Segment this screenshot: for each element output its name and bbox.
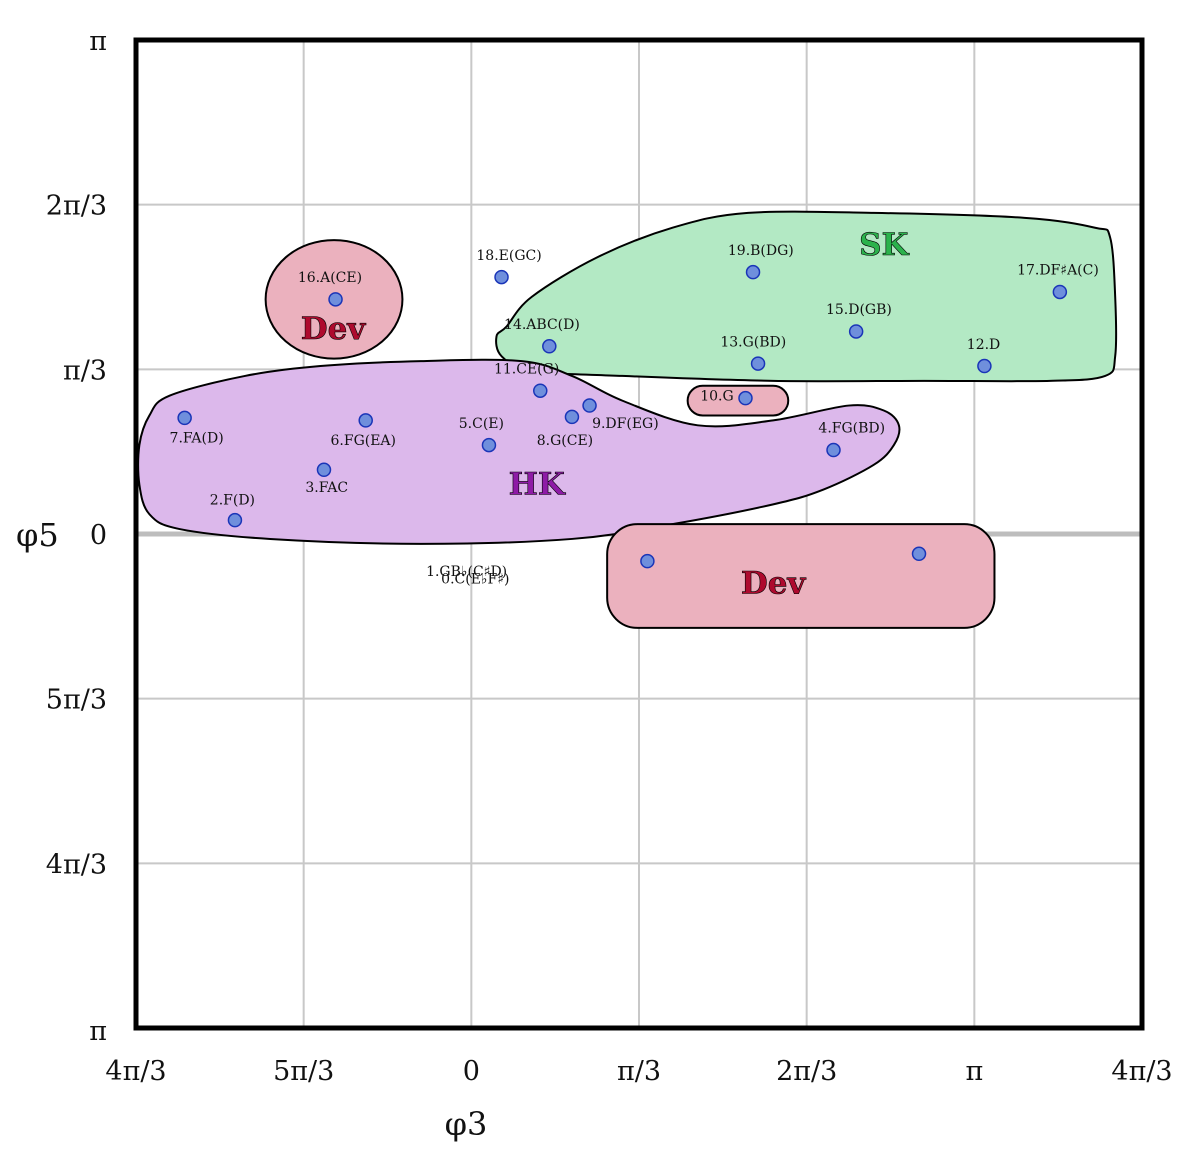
- data-point: [358, 413, 373, 428]
- x-tick-label: 5π/3: [273, 1056, 334, 1087]
- region-sk: [495, 210, 1118, 383]
- data-point: [911, 546, 927, 562]
- data-point: [481, 437, 497, 453]
- data-point: [582, 398, 597, 413]
- point-label: 14.ABC(D): [504, 317, 580, 333]
- data-point: [977, 358, 992, 374]
- y-tick-label: 0: [90, 520, 107, 551]
- data-point: [494, 269, 509, 285]
- x-tick-label: 4π/3: [105, 1056, 166, 1087]
- y-tick-label: 4π/3: [46, 849, 107, 880]
- tick-labels: 4π/3 5π/3 0 π/3 2π/3 π 4π/3 π 2π/3 π/3 0 5π/3 4π/3 π: [46, 26, 1173, 1087]
- point-label: 1.GB♭(C♯D): [426, 564, 507, 580]
- point-label: 8.G(CE): [537, 433, 593, 449]
- regions: SK HK Dev Dev: [137, 210, 1118, 629]
- data-point: [328, 292, 343, 307]
- y-tick-label: π/3: [63, 355, 107, 386]
- data-point: [533, 383, 548, 398]
- point-label: 16.A(CE): [298, 270, 362, 286]
- point-label: 13.G(BD): [720, 334, 786, 350]
- region-label-dev: Dev: [741, 565, 807, 601]
- data-point: [640, 553, 655, 569]
- data-point: [564, 409, 580, 425]
- point-label: 15.D(GB): [826, 302, 892, 318]
- point-label: 10.G: [700, 389, 733, 405]
- point-label: 9.DF(EG): [592, 416, 659, 432]
- region-label-dev: Dev: [301, 311, 367, 347]
- region-label-sk: SK: [859, 227, 909, 263]
- region-blob: [686, 384, 790, 417]
- data-point: [745, 264, 761, 280]
- data-point: [227, 512, 243, 528]
- data-point: [316, 462, 332, 478]
- point-label: 17.DF♯A(C): [1017, 263, 1099, 279]
- point-label: 18.E(GC): [476, 248, 541, 264]
- data-point: [177, 410, 192, 426]
- point-label: 5.C(E): [459, 416, 504, 432]
- x-tick-label: 4π/3: [1111, 1056, 1172, 1087]
- data-point: [738, 390, 753, 406]
- y-tick-label: π: [89, 26, 107, 57]
- point-label: 3.FAC: [305, 480, 348, 496]
- point-label: 12.D: [967, 337, 1001, 353]
- data-point: [750, 356, 766, 371]
- data-points: 0.C(E♭F♯)1.GB♭(C♯D) 2.F(D) 3.FAC 4.FG(BD) 5.…: [170, 243, 1099, 588]
- y-tick-label: 5π/3: [46, 685, 107, 716]
- x-tick-label: π: [965, 1056, 983, 1087]
- x-tick-label: π/3: [617, 1056, 661, 1087]
- x-tick-label: 2π/3: [776, 1056, 837, 1087]
- data-point: [848, 324, 864, 339]
- point-label: 2.F(D): [210, 492, 255, 508]
- point-label: 4.FG(BD): [818, 421, 885, 437]
- point-label: 0.C(E♭F♯): [441, 571, 509, 587]
- plot-frame: [133, 37, 1145, 1031]
- data-point: [1052, 284, 1068, 300]
- data-point: [542, 339, 557, 354]
- region-label-hk: HK: [509, 466, 566, 502]
- point-label: 7.FA(D): [170, 431, 224, 447]
- y-axis-label: φ5: [16, 516, 59, 554]
- point-label: 11.CE(G): [494, 361, 559, 377]
- x-tick-label: 0: [463, 1056, 480, 1087]
- data-point: [826, 442, 841, 458]
- x-axis-label: φ3: [445, 1105, 488, 1143]
- point-label: 6.FG(EA): [331, 433, 397, 449]
- y-tick-label: 2π/3: [46, 191, 107, 222]
- y-tick-label: π: [89, 1016, 107, 1047]
- region-hk: [137, 358, 901, 545]
- region-dev: [606, 523, 996, 629]
- point-label: 19.B(DG): [728, 243, 794, 259]
